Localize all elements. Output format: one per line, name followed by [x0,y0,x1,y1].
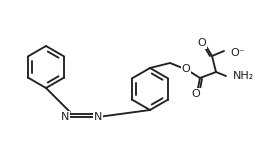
Text: N: N [94,112,102,122]
Text: O⁻: O⁻ [230,48,245,58]
Text: NH₂: NH₂ [233,71,254,81]
Text: O: O [182,64,190,74]
Text: N: N [61,112,69,122]
Text: O: O [192,89,200,99]
Text: O: O [198,38,206,48]
